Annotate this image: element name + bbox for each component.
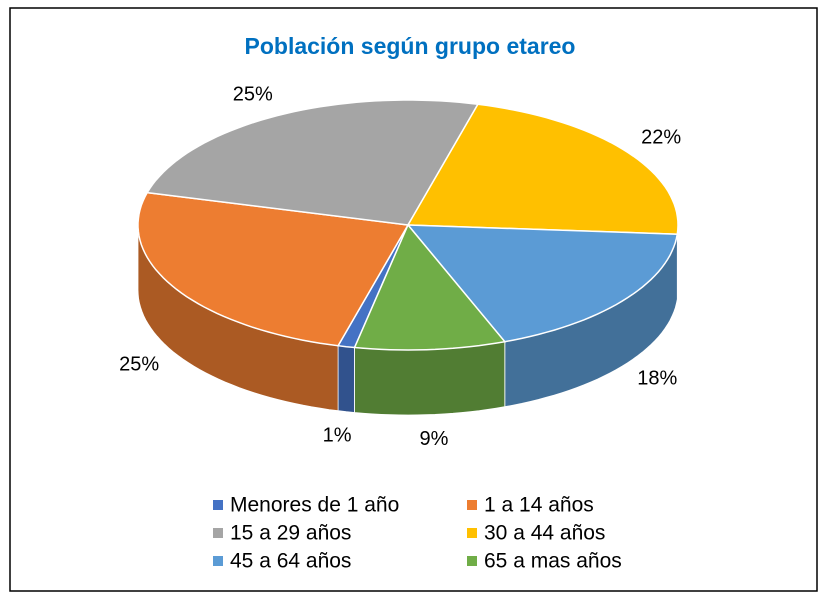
pie-side xyxy=(354,341,506,416)
legend-swatch xyxy=(213,500,223,510)
pie-slice xyxy=(353,223,507,351)
legend-label: 45 a 64 años xyxy=(230,550,351,573)
data-label: 25% xyxy=(119,353,159,375)
pie-slice xyxy=(406,224,679,343)
pie-side xyxy=(337,345,355,413)
legend-label: Menores de 1 año xyxy=(230,494,399,517)
data-label: 18% xyxy=(637,368,677,390)
legend-label: 65 a mas años xyxy=(484,550,622,573)
pie-slice xyxy=(406,103,679,235)
data-label: 9% xyxy=(420,428,449,450)
data-label: 22% xyxy=(641,126,681,148)
data-label: 25% xyxy=(233,83,273,105)
pie-slice xyxy=(137,191,410,347)
legend-label: 30 a 44 años xyxy=(484,522,605,545)
legend-swatch xyxy=(213,556,223,566)
legend-swatch xyxy=(467,528,477,538)
legend-swatch xyxy=(467,500,477,510)
data-label: 1% xyxy=(323,424,352,446)
chart-title: Población según grupo etareo xyxy=(245,33,576,59)
pie-sides xyxy=(137,224,679,416)
pie-slice xyxy=(145,99,480,226)
legend-swatch xyxy=(213,528,223,538)
legend-label: 15 a 29 años xyxy=(230,522,351,545)
legend-label: 1 a 14 años xyxy=(484,494,594,517)
legend-swatch xyxy=(467,556,477,566)
